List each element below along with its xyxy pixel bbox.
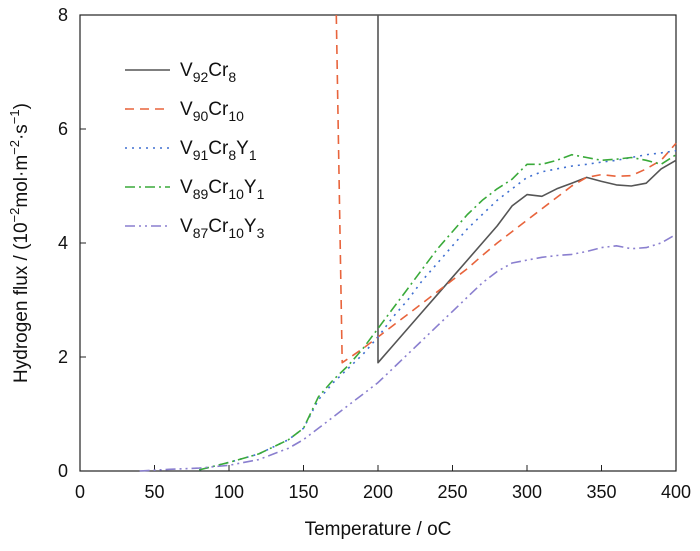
legend: V92Cr8 V90Cr10 V91Cr8Y1 V89Cr10Y1 V87Cr10Y3 <box>125 60 265 241</box>
legend-label-V92Cr8: V92Cr8 <box>180 60 236 85</box>
y-tick-label: 8 <box>58 5 68 25</box>
series-line-V89Cr10Y1 <box>199 153 677 471</box>
series-layer <box>139 14 677 472</box>
legend-label-V90Cr10: V90Cr10 <box>180 99 244 124</box>
x-tick-label: 300 <box>512 482 542 502</box>
y-axis-title: Hydrogen flux / (10−2mol·m−2·s−1) <box>7 103 32 383</box>
y-tick-label: 2 <box>58 347 68 367</box>
x-tick-label: 0 <box>75 482 85 502</box>
x-axis-title-text: Temperature / <box>305 519 428 540</box>
x-tick-label: 200 <box>363 482 393 502</box>
legend-label-V91Cr8Y1: V91Cr8Y1 <box>180 138 257 163</box>
series-line-V90Cr10 <box>335 14 677 364</box>
x-axis: 0 50 100 150 200 250 300 350 400 <box>75 465 691 502</box>
x-tick-label: 100 <box>214 482 244 502</box>
series-line-V87Cr10Y3 <box>139 233 677 472</box>
legend-label-V87Cr10Y3: V87Cr10Y3 <box>180 216 265 241</box>
y-axis-unit-text-2: ·s <box>11 124 32 140</box>
y-axis-exp-1: −2 <box>7 208 22 223</box>
y-tick-label: 6 <box>58 119 68 139</box>
y-tick-label: 4 <box>58 233 68 253</box>
x-tick-label: 50 <box>144 482 164 502</box>
legend-label-V89Cr10Y1: V89Cr10Y1 <box>180 177 265 202</box>
x-tick-label: 400 <box>661 482 691 502</box>
series-line-V91Cr8Y1 <box>199 149 677 471</box>
x-tick-label: 150 <box>288 482 318 502</box>
x-axis-title: Temperature / oC <box>305 519 452 540</box>
x-axis-unit-text: oC <box>427 519 451 540</box>
y-axis: 0 2 4 6 8 <box>58 5 86 481</box>
y-axis-title-end: ) <box>11 103 32 109</box>
y-tick-label: 0 <box>58 461 68 481</box>
series-line-V92Cr8 <box>377 15 677 364</box>
y-axis-unit-text: mol·m <box>11 155 32 208</box>
y-axis-title-text: Hydrogen flux / (10 <box>11 222 32 383</box>
x-tick-label: 350 <box>586 482 616 502</box>
x-tick-label: 250 <box>437 482 467 502</box>
y-axis-exp-2: −2 <box>7 140 22 155</box>
y-axis-exp-3: −1 <box>7 109 22 124</box>
